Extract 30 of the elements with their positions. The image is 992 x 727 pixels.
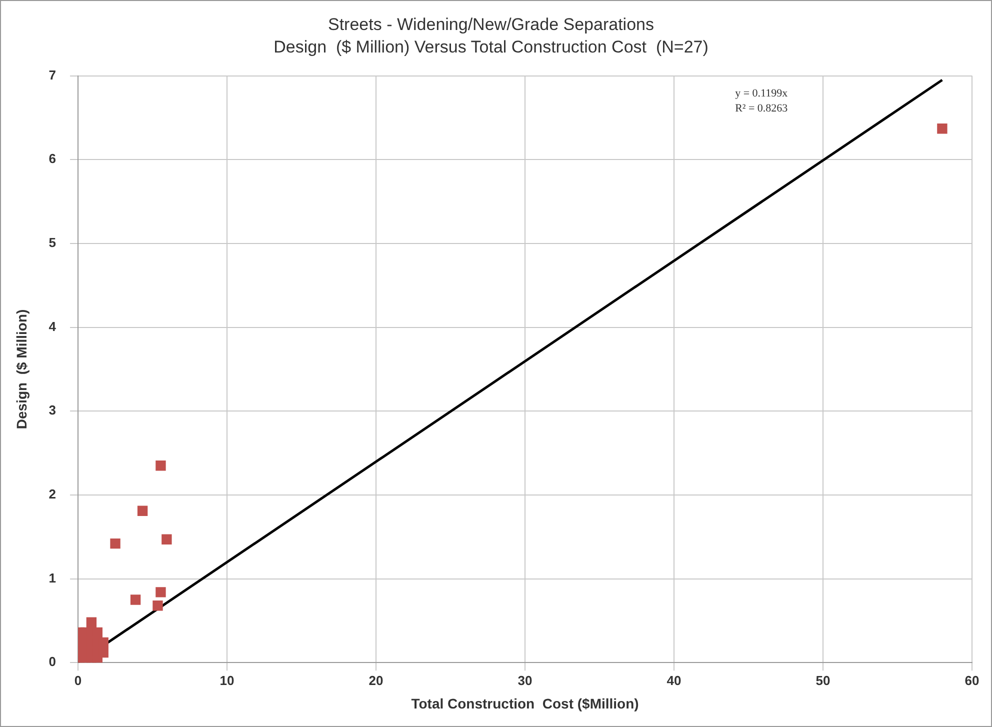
point xyxy=(137,506,148,516)
point xyxy=(937,124,948,134)
chart-title: Streets - Widening/New/Grade Separations xyxy=(328,14,654,34)
x-tick-label: 20 xyxy=(368,672,384,688)
y-tick-label: 1 xyxy=(48,570,56,586)
y-tick-label: 4 xyxy=(48,318,57,334)
point xyxy=(152,600,163,611)
annotation: R² = 0.8263 xyxy=(735,102,788,115)
x-axis-title: Total Construction Cost ($Million) xyxy=(411,695,639,712)
y-tick-label: 5 xyxy=(48,235,56,250)
y-tick-label: 6 xyxy=(48,151,56,166)
x-tick-label: 30 xyxy=(518,672,532,688)
annotation: y = 0.1199x xyxy=(735,88,788,100)
y-tick-label: 0 xyxy=(48,654,56,670)
x-tick-label: 40 xyxy=(666,672,682,688)
point xyxy=(86,617,97,628)
point xyxy=(110,538,120,549)
chart-subtitle: Design ($ Million) Versus Total Construction Cost (N=27) xyxy=(274,37,708,56)
y-tick-label: 2 xyxy=(48,486,56,502)
y-tick-label: 7 xyxy=(48,67,56,82)
x-tick-label: 10 xyxy=(220,672,234,688)
x-tick-label: 0 xyxy=(74,672,82,688)
point xyxy=(156,460,166,471)
point xyxy=(162,534,172,544)
point xyxy=(156,587,166,598)
point xyxy=(130,594,141,605)
y-axis-title: Design ($ Million) xyxy=(13,309,30,430)
x-tick-label: 50 xyxy=(816,672,830,688)
x-tick-label: 60 xyxy=(964,672,980,688)
y-tick-label: 3 xyxy=(48,402,56,418)
